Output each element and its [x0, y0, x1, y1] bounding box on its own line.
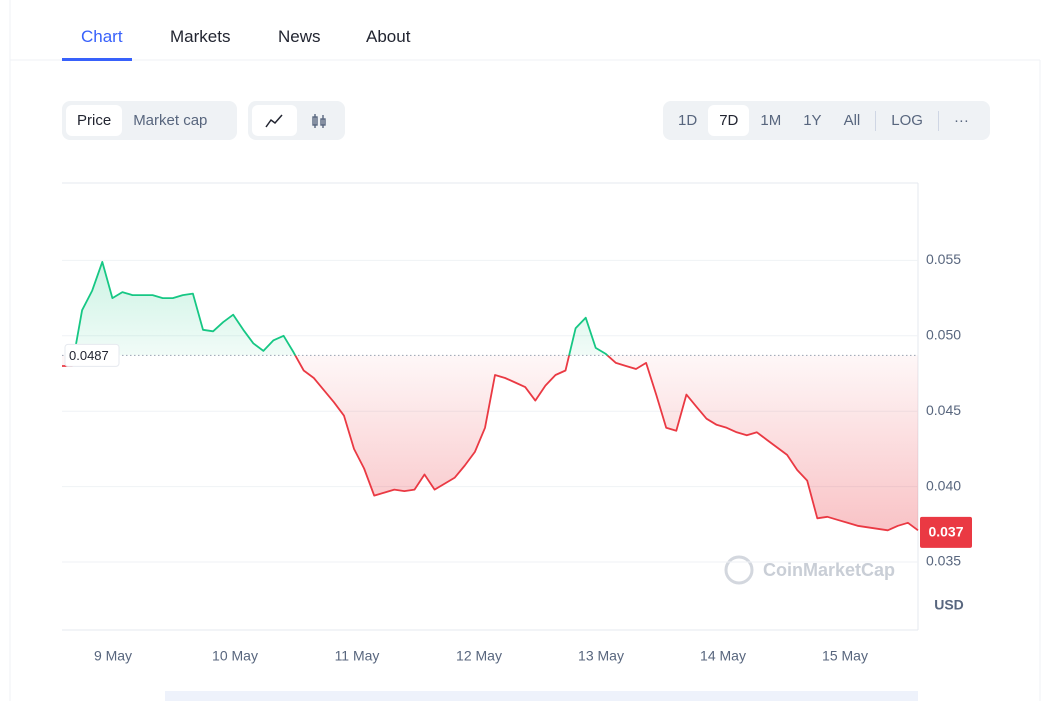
- tab-underline: [62, 58, 132, 61]
- y-tick-label: 0.055: [926, 251, 961, 267]
- x-tick-label: 14 May: [700, 648, 746, 664]
- y-tick-label: 0.035: [926, 553, 961, 569]
- tab[interactable]: Markets: [170, 27, 231, 46]
- x-tick-label: 12 May: [456, 648, 502, 664]
- chart-style-toggle: [248, 101, 345, 140]
- range-button[interactable]: All: [843, 112, 861, 129]
- range-button[interactable]: 1M: [760, 112, 782, 129]
- range-button[interactable]: 7D: [708, 105, 750, 136]
- watermark-logo: [724, 555, 754, 585]
- line-style-button[interactable]: [252, 105, 297, 136]
- last-price-tag: [920, 516, 972, 548]
- baseline-label: 0.0487: [69, 348, 109, 363]
- metric-button[interactable]: Market cap: [133, 112, 208, 129]
- range-slider[interactable]: [165, 691, 918, 701]
- range-toggle: 1D 7D 1M 1Y All LOG ···: [663, 101, 990, 140]
- x-tick-label: 9 May: [94, 648, 132, 664]
- candle-style-button[interactable]: [297, 105, 342, 136]
- log-button[interactable]: LOG: [891, 112, 923, 129]
- range-button[interactable]: 1Y: [803, 112, 822, 129]
- price-line: [62, 261, 919, 532]
- baseline-tag: [64, 343, 120, 367]
- last-price-label: 0.037: [928, 524, 963, 540]
- tab[interactable]: News: [278, 27, 321, 46]
- unit-label: USD: [934, 597, 964, 613]
- x-tick-label: 11 May: [335, 648, 380, 664]
- tab[interactable]: About: [366, 27, 411, 46]
- y-tick-label: 0.050: [926, 327, 961, 343]
- area-fill: [62, 261, 918, 531]
- watermark: CoinMarketCap: [763, 560, 895, 580]
- metric-toggle: Price Market cap: [62, 101, 237, 140]
- y-tick-label: 0.045: [926, 402, 961, 418]
- candle-icon: [312, 113, 326, 128]
- metric-button[interactable]: Price: [66, 105, 123, 136]
- more-button[interactable]: ···: [953, 112, 969, 129]
- separator: [937, 110, 939, 131]
- x-tick-label: 10 May: [212, 648, 258, 664]
- x-tick-label: 15 May: [822, 648, 868, 664]
- x-tick-label: 13 May: [578, 648, 624, 664]
- y-tick-label: 0.040: [926, 477, 961, 493]
- line-icon: [265, 114, 283, 127]
- separator: [875, 110, 877, 131]
- range-button[interactable]: 1D: [678, 112, 698, 129]
- tab[interactable]: Chart: [81, 27, 123, 46]
